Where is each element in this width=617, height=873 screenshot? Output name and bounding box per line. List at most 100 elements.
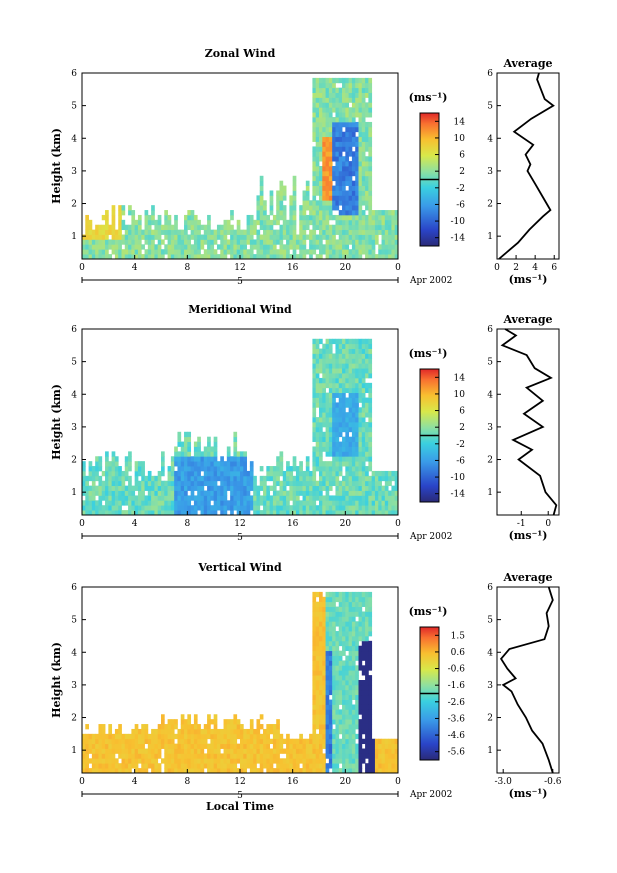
heatmap-cell (342, 743, 346, 749)
heatmap-cell (358, 82, 363, 89)
heatmap-cell (95, 748, 99, 754)
heatmap-cell (105, 244, 109, 250)
heatmap-cell (381, 510, 386, 516)
heatmap-cell (335, 175, 340, 182)
heatmap-cell (345, 704, 350, 710)
heatmap-cell (358, 249, 363, 255)
heatmap-cell (351, 665, 356, 671)
heatmap-cell (111, 485, 116, 491)
heatmap-cell (98, 234, 103, 240)
heatmap-cell (282, 505, 287, 511)
heatmap-cell (269, 738, 274, 745)
heatmap-cell (355, 495, 359, 501)
heatmap-cell (328, 141, 333, 147)
heatmap-cell (325, 748, 330, 754)
heatmap-cell (365, 631, 369, 637)
heatmap-cell (342, 635, 346, 642)
heatmap-cell (98, 763, 103, 769)
heatmap-cell (164, 738, 168, 745)
heatmap-cell (240, 724, 244, 730)
heatmap-cell (108, 728, 113, 735)
heatmap-cell (230, 743, 234, 749)
heatmap-cell (299, 738, 303, 745)
colorbar-tick-label: -4.6 (448, 731, 466, 741)
heatmap-cell (289, 470, 294, 477)
heatmap-cell (144, 249, 149, 255)
heatmap-cell (98, 743, 103, 749)
heatmap-cell (236, 510, 241, 516)
heatmap-cell (342, 161, 346, 167)
heatmap-cell (111, 763, 116, 769)
heatmap-cell (351, 136, 356, 142)
heatmap-cell (358, 175, 363, 182)
average-x-label: (ms⁻¹) (509, 273, 548, 286)
heatmap-cell (213, 743, 218, 749)
heatmap-cell (312, 234, 317, 240)
heatmap-cell (210, 768, 215, 774)
heatmap-cell (335, 635, 340, 642)
heatmap-cell (335, 694, 340, 700)
heatmap-cell (302, 763, 307, 769)
heatmap-cell (177, 229, 182, 235)
heatmap-cell (295, 763, 300, 769)
heatmap-cell (368, 151, 373, 157)
heatmap-cell (249, 495, 254, 501)
heatmap-cell (361, 102, 366, 108)
heatmap-cell (348, 195, 353, 201)
heatmap-cell (345, 466, 350, 472)
heatmap-cell (312, 640, 317, 647)
heatmap-cell (391, 500, 396, 506)
heatmap-cell (276, 456, 280, 462)
heatmap-cell (335, 161, 340, 167)
heatmap-cell (345, 363, 350, 369)
heatmap-cell (358, 631, 363, 637)
heatmap-cell (223, 728, 228, 735)
heatmap-cell (105, 753, 109, 759)
heatmap-cell (266, 495, 271, 501)
heatmap-cell (170, 239, 175, 245)
heatmap-cell (213, 728, 218, 735)
heatmap-cell (266, 763, 271, 769)
heatmap-cell (302, 190, 307, 196)
heatmap-cell (305, 743, 310, 749)
heatmap-cell (348, 214, 353, 221)
heatmap-cell (82, 249, 86, 255)
heatmap-cell (147, 733, 152, 740)
heatmap-cell (374, 500, 379, 506)
heatmap-cell (213, 461, 218, 467)
heatmap-cell (312, 82, 317, 89)
heatmap-cell (351, 426, 356, 433)
heatmap-cell (154, 768, 159, 774)
heatmap-cell (292, 205, 297, 211)
heatmap-cell (263, 210, 267, 216)
heatmap-cell (374, 219, 379, 226)
heatmap-cell (134, 768, 139, 774)
heatmap-cell (289, 753, 294, 759)
heatmap-cell (381, 500, 386, 506)
heatmap-cell (184, 495, 188, 501)
heatmap-cell (335, 190, 340, 196)
heatmap-cell (394, 505, 399, 511)
heatmap-cell (187, 224, 192, 231)
heatmap-cell (342, 121, 346, 128)
heatmap-cell (315, 763, 320, 769)
heatmap-cell (312, 490, 317, 496)
heatmap-cell (315, 456, 320, 462)
heatmap-cell (368, 466, 373, 472)
heatmap-cell (384, 239, 389, 245)
heatmap-cell (259, 234, 264, 240)
heatmap-cell (312, 684, 317, 691)
heatmap-cell (220, 239, 224, 245)
heatmap-cell (355, 92, 359, 98)
heatmap-cell (190, 210, 195, 216)
heatmap-cell (203, 763, 208, 769)
heatmap-cell (381, 470, 386, 477)
heatmap-cell (259, 244, 264, 250)
heatmap-cell (213, 495, 218, 501)
heatmap-cell (246, 490, 251, 496)
heatmap-cell (286, 254, 290, 260)
heatmap-cell (105, 229, 109, 235)
heatmap-cell (282, 249, 287, 255)
heatmap-cell (345, 616, 350, 622)
heatmap-cell (111, 234, 116, 240)
